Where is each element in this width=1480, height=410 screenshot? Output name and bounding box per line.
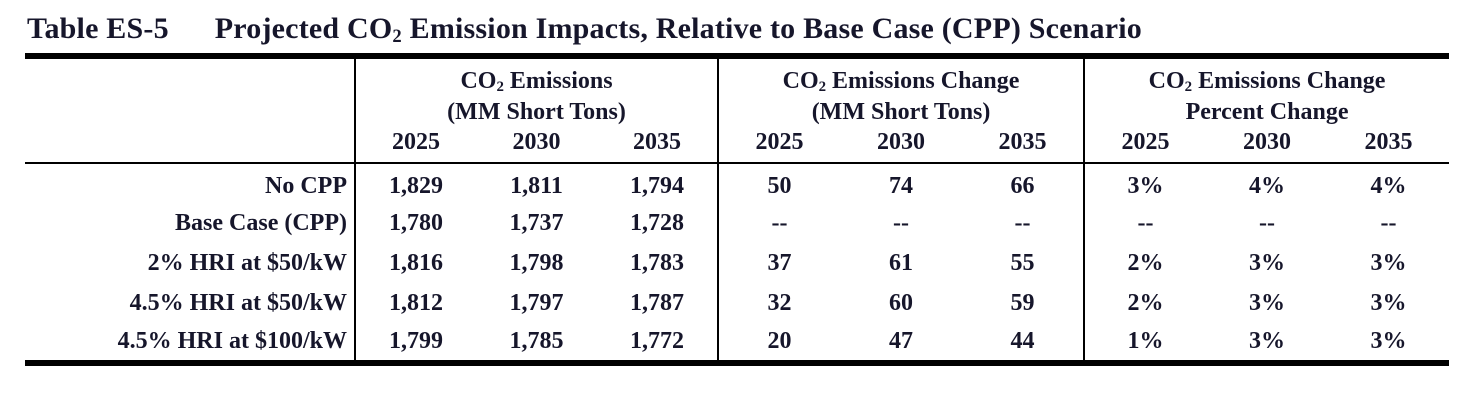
year-header: 2030 <box>476 127 597 165</box>
group-title-line2: (MM Short Tons) <box>447 98 626 125</box>
value-cell: 3% <box>1370 328 1407 355</box>
value-cell: 2% <box>1083 283 1207 324</box>
value-cell: 1,728 <box>630 209 685 236</box>
value-cell: 32 <box>717 283 841 324</box>
year-header: 2030 <box>840 127 963 165</box>
table-row-45pct-hri-50: 4.5% HRI at $50/kW 1,812 1,797 1,787 32 … <box>25 283 1449 324</box>
value-cell: 2% <box>1083 243 1207 284</box>
value-cell: 1,794 <box>630 173 685 200</box>
group-header-co2-emissions: CO2 Emissions (MM Short Tons) <box>353 56 719 128</box>
value-cell: 1,799 <box>354 323 476 364</box>
value-cell: 3% <box>1249 249 1286 276</box>
value-cell: 1,811 <box>510 173 563 200</box>
value-cell: 4% <box>1249 173 1286 200</box>
value-cell: 1,812 <box>354 283 476 324</box>
value-cell: 20 <box>717 323 841 364</box>
value-cell: -- <box>717 203 841 244</box>
table-row-2pct-hri-50: 2% HRI at $50/kW 1,816 1,798 1,783 37 61… <box>25 243 1449 284</box>
value-cell: 59 <box>1010 289 1035 316</box>
year-header-row: 2025 2030 2035 2025 2030 2035 2025 2030 … <box>25 127 1450 165</box>
table-row-base-case: Base Case (CPP) 1,780 1,737 1,728 -- -- … <box>25 203 1449 244</box>
value-cell: 50 <box>717 163 841 204</box>
value-cell: 4% <box>1370 173 1407 200</box>
row-label: 2% HRI at $50/kW <box>147 249 347 276</box>
value-cell: 37 <box>717 243 841 284</box>
group-title-line1: CO2 Emissions Change <box>782 68 1020 96</box>
table-caption: Projected CO2 Emission Impacts, Relative… <box>214 12 1142 48</box>
table-title: Table ES-5 Projected CO2 Emission Impacts… <box>25 6 1452 53</box>
value-cell: -- <box>1014 209 1031 236</box>
group-title-line1: CO2 Emissions <box>460 68 613 96</box>
year-header: 2025 <box>354 127 476 165</box>
group-header-row: CO2 Emissions (MM Short Tons) CO2 Emissi… <box>25 56 1450 128</box>
table-row-no-cpp: No CPP 1,829 1,811 1,794 50 74 66 3% 4% … <box>25 163 1449 204</box>
table-number: Table ES-5 <box>27 12 169 45</box>
year-header: 2030 <box>1206 127 1329 165</box>
value-cell: 44 <box>1010 328 1035 355</box>
row-label: No CPP <box>265 173 347 200</box>
year-header: 2025 <box>717 127 841 165</box>
year-header: 2035 <box>1328 127 1450 165</box>
group-title-line2: (MM Short Tons) <box>811 98 991 125</box>
value-cell: 1,797 <box>509 289 564 316</box>
value-cell: 1,816 <box>354 243 476 284</box>
value-cell: 74 <box>889 173 914 200</box>
value-cell: 1,783 <box>630 249 685 276</box>
row-label: Base Case (CPP) <box>175 209 347 236</box>
header-label-spacer <box>25 56 355 127</box>
table-row-45pct-hri-100: 4.5% HRI at $100/kW 1,799 1,785 1,772 20… <box>25 323 1449 364</box>
value-cell: 3% <box>1370 249 1407 276</box>
value-cell: 1,780 <box>354 203 476 244</box>
caption-text-pre: Projected CO <box>214 12 393 45</box>
value-cell: 1,829 <box>354 163 476 204</box>
value-cell: 1,787 <box>630 289 685 316</box>
value-cell: 1% <box>1083 323 1207 364</box>
group-header-co2-emissions-change: CO2 Emissions Change (MM Short Tons) <box>717 56 1085 128</box>
value-cell: 55 <box>1010 249 1035 276</box>
value-cell: 3% <box>1249 289 1286 316</box>
value-cell: 1,737 <box>509 209 564 236</box>
value-cell: 3% <box>1083 163 1207 204</box>
emissions-table: CO2 Emissions (MM Short Tons) CO2 Emissi… <box>25 53 1450 367</box>
value-cell: 1,798 <box>509 249 564 276</box>
header-label-spacer <box>25 127 355 165</box>
group-title-line2: Percent Change <box>1185 98 1349 125</box>
group-header-co2-emissions-percent-change: CO2 Emissions Change Percent Change <box>1083 56 1450 128</box>
row-label: 4.5% HRI at $50/kW <box>129 289 347 316</box>
year-header: 2035 <box>597 127 719 165</box>
value-cell: 1,772 <box>630 328 685 355</box>
year-header: 2035 <box>962 127 1085 165</box>
value-cell: -- <box>1083 203 1207 244</box>
value-cell: 1,785 <box>509 328 564 355</box>
value-cell: -- <box>893 209 910 236</box>
year-header: 2025 <box>1083 127 1207 165</box>
value-cell: 60 <box>889 289 914 316</box>
value-cell: 66 <box>1010 173 1035 200</box>
row-label: 4.5% HRI at $100/kW <box>117 328 347 355</box>
group-title-line1: CO2 Emissions Change <box>1148 68 1386 96</box>
value-cell: 47 <box>889 328 914 355</box>
value-cell: 3% <box>1249 328 1286 355</box>
caption-subscript: 2 <box>392 26 402 48</box>
value-cell: 3% <box>1370 289 1407 316</box>
value-cell: 61 <box>889 249 914 276</box>
caption-text-post: Emission Impacts, Relative to Base Case … <box>401 12 1142 45</box>
value-cell: -- <box>1380 209 1397 236</box>
value-cell: -- <box>1259 209 1276 236</box>
